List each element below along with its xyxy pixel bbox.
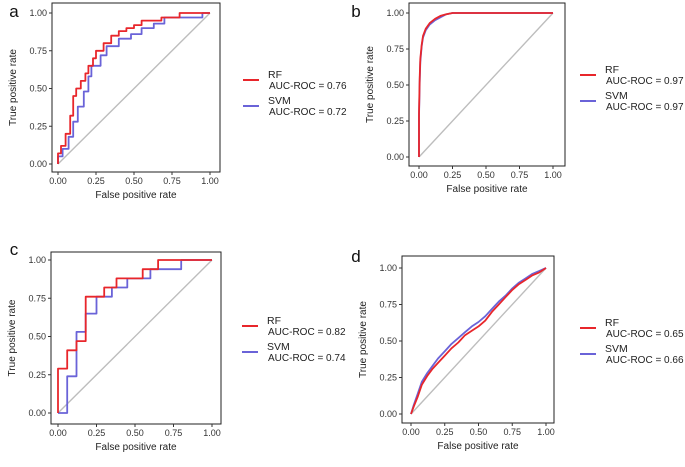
legend-auc-svm: AUC-ROC = 0.72 [269,107,347,118]
roc-line-rf [57,259,212,413]
y-axis-title: True positive rate [358,301,369,378]
plot-frame [401,255,555,424]
chance-diagonal [418,12,554,158]
y-tick-label: 1.00 [29,8,47,18]
legend-auc-svm: AUC-ROC = 0.66 [606,355,684,366]
x-tick-label: 0.50 [470,427,488,437]
y-tick-label: 0.75 [29,46,47,56]
x-tick-label: 0.00 [402,427,420,437]
x-axis-title: False positive rate [95,442,177,453]
x-tick-label: 1.00 [537,427,555,437]
y-tick-label: 1.00 [28,255,46,265]
y-tick-label: 0.25 [379,373,397,383]
roc-panel-d: d 0.00 0.25 0.50 0.75 1.00 0.00 0.25 0.50 0.75 1.0… [351,247,684,452]
legend-auc-svm: AUC-ROC = 0.74 [268,353,346,364]
y-tick-label: 0.75 [386,44,404,54]
x-tick-label: 0.25 [88,428,106,438]
y-tick-label: 0.00 [29,159,47,169]
x-tick-label: 0.00 [410,170,428,180]
legend-auc-svm: AUC-ROC = 0.97 [606,102,684,113]
plot-frame [51,2,221,173]
y-tick-label: 0.00 [379,409,397,419]
legend-auc-rf: AUC-ROC = 0.97 [606,76,684,87]
x-axis-title: False positive rate [95,190,177,201]
x-tick-label: 0.75 [511,170,529,180]
roc-panel-c: c 0.00 0.25 0.50 0.75 1.00 0.00 0.25 0.50 0.75 1.0… [7,240,346,453]
roc-panel-a: a 0.00 0.25 0.50 0.75 1.00 0.00 0.25 0.50 0.75 1.0… [8,2,347,201]
x-tick-label: 0.75 [163,176,181,186]
roc-line-rf [57,12,210,164]
roc-line-rf [418,12,553,157]
chance-diagonal [410,267,547,415]
legend-name-rf: RF [268,69,282,81]
legend-name-rf: RF [267,315,281,327]
x-tick-label: 0.25 [436,427,454,437]
panel-label: b [351,2,360,21]
roc-panel-b: b 0.00 0.25 0.50 0.75 1.00 0.00 0.25 0.50 0.75 1.0… [351,2,684,195]
panel-label: d [351,247,360,266]
y-axis-title: True positive rate [8,49,19,126]
y-tick-label: 0.50 [29,84,47,94]
y-tick-label: 0.50 [28,332,46,342]
x-tick-label: 0.50 [126,428,144,438]
roc-line-svm [57,12,210,164]
panel-label: a [9,2,19,21]
y-tick-label: 0.25 [386,116,404,126]
legend-name-rf: RF [605,317,619,329]
y-tick-label: 0.00 [386,152,404,162]
legend-name-svm: SVM [605,343,628,355]
legend-name-svm: SVM [268,95,291,107]
y-tick-label: 0.50 [386,80,404,90]
y-axis-title: True positive rate [365,46,376,123]
y-tick-label: 0.00 [28,408,46,418]
x-tick-label: 0.50 [125,176,143,186]
x-axis-title: False positive rate [446,184,528,195]
x-tick-label: 0.00 [49,176,67,186]
x-tick-label: 0.25 [444,170,462,180]
legend-name-rf: RF [605,64,619,76]
x-tick-label: 0.25 [87,176,105,186]
x-tick-label: 1.00 [203,428,221,438]
roc-line-rf [410,267,547,415]
y-tick-label: 1.00 [386,8,404,18]
x-tick-label: 1.00 [544,170,562,180]
x-tick-label: 0.75 [165,428,183,438]
panel-label: c [10,240,19,259]
legend-auc-rf: AUC-ROC = 0.82 [268,327,346,338]
legend-name-svm: SVM [267,341,290,353]
y-axis-title: True positive rate [7,299,18,376]
legend-auc-rf: AUC-ROC = 0.65 [606,329,684,340]
y-tick-label: 1.00 [379,263,397,273]
roc-line-svm [410,267,547,415]
y-tick-label: 0.50 [379,336,397,346]
y-tick-label: 0.25 [28,370,46,380]
x-tick-label: 1.00 [201,176,219,186]
chance-diagonal [57,12,211,165]
x-tick-label: 0.00 [49,428,67,438]
y-tick-label: 0.75 [379,300,397,310]
legend-auc-rf: AUC-ROC = 0.76 [269,81,347,92]
legend-name-svm: SVM [605,90,628,102]
y-tick-label: 0.75 [28,293,46,303]
plot-frame [50,251,222,425]
x-tick-label: 0.75 [503,427,521,437]
x-tick-label: 0.50 [477,170,495,180]
chance-diagonal [57,259,213,414]
y-tick-label: 0.25 [29,121,47,131]
x-axis-title: False positive rate [437,441,519,452]
